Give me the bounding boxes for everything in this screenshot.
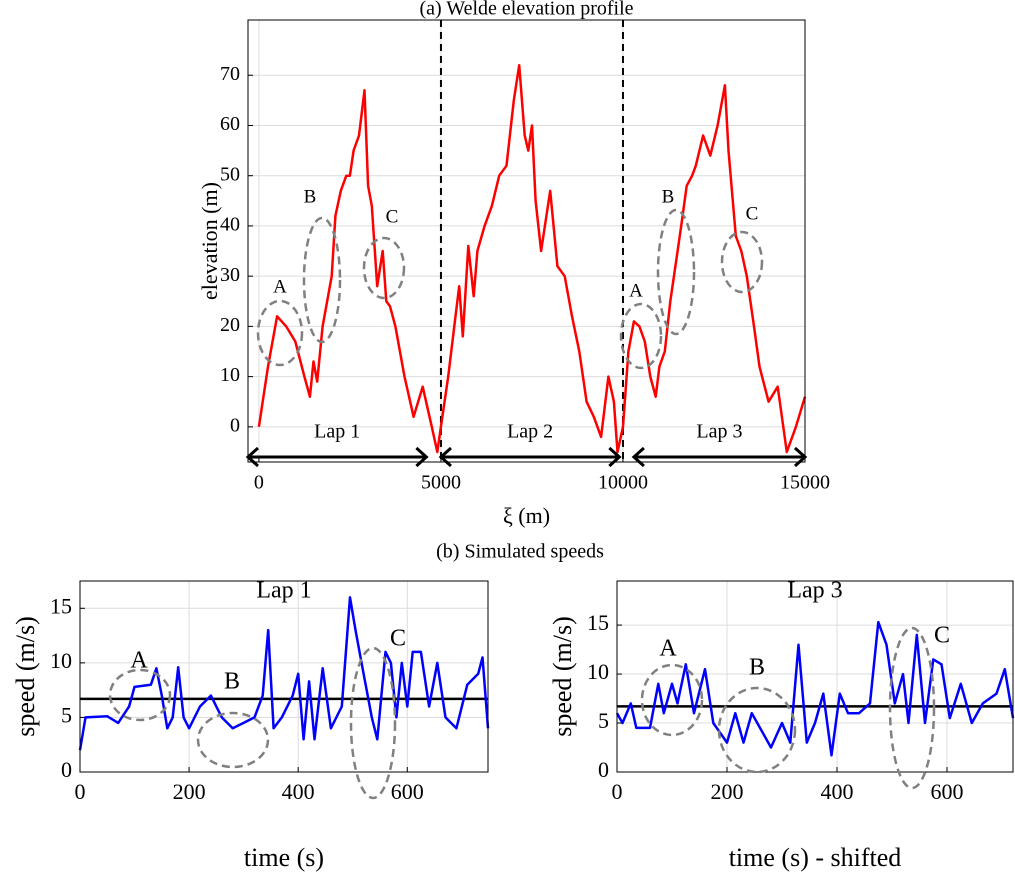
- arrow-head: [631, 446, 808, 468]
- annotation-label: A: [273, 276, 287, 297]
- annotation-label: C: [934, 623, 950, 649]
- annotation-ellipse: [717, 686, 797, 774]
- y-tick-label: 30: [220, 264, 240, 286]
- annotation-ellipse: [888, 626, 936, 790]
- x-tick-label: 5000: [421, 472, 461, 494]
- x-axis-label: ξ (m): [503, 503, 550, 528]
- annotation-ellipse: [302, 216, 342, 344]
- plot-area: [248, 20, 805, 462]
- x-tick-label: 0: [612, 779, 623, 804]
- section-title: (b) Simulated speeds: [436, 541, 604, 563]
- annotation-ellipse: [256, 299, 304, 367]
- annotation-label: A: [629, 280, 643, 301]
- y-tick-label: 50: [220, 163, 240, 185]
- y-tick-label: 0: [598, 757, 609, 782]
- annotation-label: B: [749, 655, 765, 681]
- x-axis-label: time (s): [244, 843, 324, 872]
- annotation-ellipse: [619, 302, 663, 370]
- y-tick-label: 60: [220, 113, 240, 135]
- data-line: [615, 620, 1015, 757]
- y-tick-label: 10: [220, 364, 240, 386]
- chart-title: Lap 1: [256, 578, 311, 604]
- x-tick-label: 15000: [780, 472, 830, 494]
- y-tick-label: 0: [61, 757, 72, 782]
- y-tick-label: 15: [587, 610, 609, 635]
- lap-label: Lap 1: [314, 421, 360, 443]
- annotation-label: C: [390, 626, 406, 652]
- y-axis-label: speed (m/s): [548, 616, 577, 737]
- axes-box: [616, 580, 1014, 773]
- annotation-label: B: [224, 669, 240, 695]
- y-tick-label: 5: [598, 708, 609, 733]
- arrow-head: [245, 446, 429, 468]
- y-tick-label: 15: [50, 593, 72, 618]
- annotation-ellipse: [196, 711, 270, 769]
- annotation-label: A: [659, 636, 677, 662]
- y-axis-label: elevation (m): [197, 182, 222, 300]
- annotation-ellipse: [349, 646, 397, 800]
- x-tick-label: 0: [75, 779, 86, 804]
- y-tick-label: 0: [230, 414, 240, 436]
- annotation-ellipse: [640, 663, 704, 737]
- annotation-ellipse: [656, 208, 696, 336]
- y-tick-label: 40: [220, 214, 240, 236]
- data-line: [78, 596, 490, 751]
- y-tick-label: 10: [50, 648, 72, 673]
- chart-title: Lap 3: [787, 578, 842, 604]
- x-tick-label: 400: [282, 779, 315, 804]
- axes-box: [247, 19, 806, 463]
- x-tick-label: 200: [173, 779, 206, 804]
- x-tick-label: 400: [821, 779, 854, 804]
- x-tick-label: 600: [391, 779, 424, 804]
- lap-label: Lap 3: [696, 421, 742, 443]
- x-axis-label: time (s) - shifted: [729, 843, 902, 872]
- y-axis-label: speed (m/s): [11, 616, 40, 737]
- annotation-ellipse: [362, 236, 406, 300]
- axes-box: [79, 580, 489, 773]
- chart-title: (a) Welde elevation profile: [419, 0, 633, 20]
- x-tick-label: 200: [711, 779, 744, 804]
- x-tick-label: 600: [931, 779, 964, 804]
- annotation-ellipse: [720, 230, 764, 294]
- annotation-label: B: [304, 186, 317, 207]
- annotation-label: C: [746, 203, 759, 224]
- plot-area: [617, 581, 1013, 772]
- lap-label: Lap 2: [507, 421, 553, 443]
- annotation-label: B: [662, 186, 675, 207]
- annotation-label: A: [130, 648, 148, 674]
- y-tick-label: 10: [587, 659, 609, 684]
- y-tick-label: 20: [220, 314, 240, 336]
- y-tick-label: 5: [61, 702, 72, 727]
- y-tick-label: 70: [220, 63, 240, 85]
- data-line: [257, 63, 807, 454]
- arrow-head: [438, 446, 622, 468]
- plot-area: [80, 581, 488, 772]
- annotation-label: C: [386, 206, 399, 227]
- x-tick-label: 10000: [598, 472, 648, 494]
- annotation-ellipse: [108, 668, 172, 722]
- x-tick-label: 0: [254, 472, 264, 494]
